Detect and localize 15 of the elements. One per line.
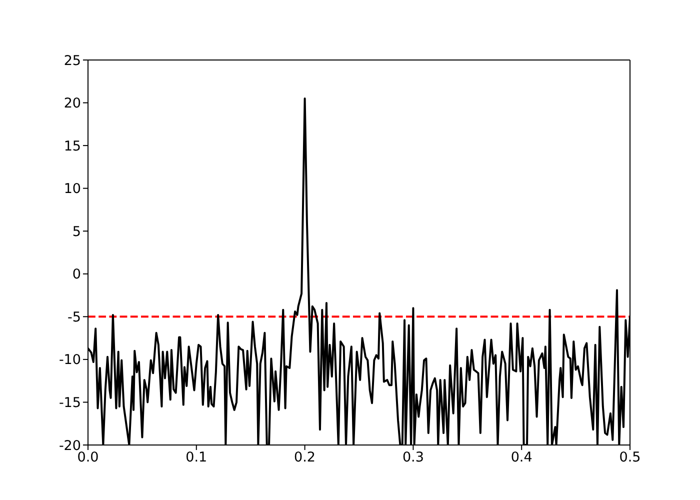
x-tick-label: 0.1 bbox=[186, 450, 208, 466]
x-tick-label: 0.4 bbox=[510, 450, 532, 466]
x-tick-label: 0.3 bbox=[402, 450, 424, 466]
y-tick-label: -15 bbox=[58, 395, 81, 412]
y-tick-label: 10 bbox=[64, 181, 81, 198]
y-tick-label: 25 bbox=[64, 52, 81, 69]
x-tick-label: 0.2 bbox=[294, 450, 316, 466]
y-tick-label: 0 bbox=[72, 266, 81, 283]
y-tick-label: -5 bbox=[68, 309, 81, 326]
x-tick-label: 0.0 bbox=[77, 450, 99, 466]
x-tick-label: 0.5 bbox=[619, 450, 641, 466]
y-tick-label: -10 bbox=[58, 352, 81, 368]
y-tick-label: 20 bbox=[64, 96, 81, 112]
y-tick-label: 15 bbox=[64, 138, 81, 154]
y-tick-label: 5 bbox=[72, 224, 81, 240]
